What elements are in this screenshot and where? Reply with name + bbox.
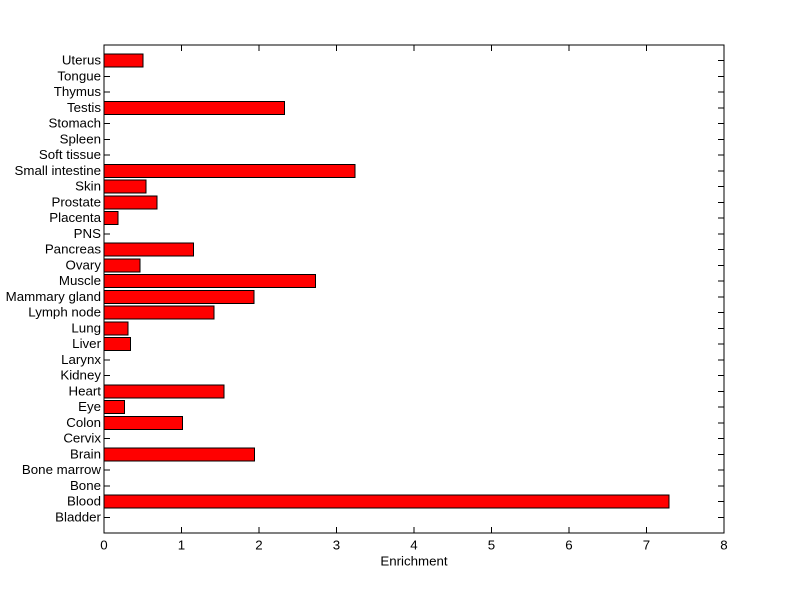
svg-text:Prostate: Prostate (51, 194, 101, 209)
svg-text:Small intestine: Small intestine (15, 163, 101, 178)
svg-text:Kidney: Kidney (60, 368, 101, 383)
svg-text:Heart: Heart (68, 383, 101, 398)
svg-text:Larynx: Larynx (61, 352, 101, 367)
svg-text:Soft tissue: Soft tissue (39, 147, 101, 162)
svg-text:7: 7 (643, 538, 650, 553)
svg-text:Ovary: Ovary (66, 257, 102, 272)
svg-text:6: 6 (565, 538, 572, 553)
svg-text:Mammary gland: Mammary gland (6, 289, 101, 304)
svg-text:Bone: Bone (70, 478, 101, 493)
svg-text:Tongue: Tongue (57, 68, 101, 83)
svg-text:0: 0 (100, 538, 107, 553)
svg-text:Blood: Blood (67, 494, 101, 509)
svg-text:Liver: Liver (72, 336, 101, 351)
svg-text:5: 5 (488, 538, 495, 553)
svg-text:Colon: Colon (66, 415, 101, 430)
svg-text:Brain: Brain (70, 446, 101, 461)
svg-text:Lymph node: Lymph node (28, 305, 101, 320)
svg-text:Spleen: Spleen (60, 131, 101, 146)
svg-text:Enrichment: Enrichment (380, 554, 448, 569)
svg-text:Placenta: Placenta (49, 210, 101, 225)
svg-text:Testis: Testis (67, 100, 101, 115)
svg-text:PNS: PNS (74, 226, 101, 241)
svg-text:3: 3 (333, 538, 340, 553)
svg-text:Eye: Eye (78, 399, 101, 414)
svg-text:2: 2 (255, 538, 262, 553)
svg-text:Lung: Lung (71, 320, 101, 335)
svg-text:8: 8 (720, 538, 727, 553)
svg-text:Cervix: Cervix (63, 431, 101, 446)
svg-text:Skin: Skin (75, 179, 101, 194)
svg-text:4: 4 (410, 538, 417, 553)
svg-text:Bladder: Bladder (55, 509, 101, 524)
svg-text:1: 1 (178, 538, 185, 553)
svg-text:Thymus: Thymus (54, 84, 102, 99)
svg-text:Stomach: Stomach (49, 116, 101, 131)
svg-text:Bone marrow: Bone marrow (22, 462, 101, 477)
svg-text:Pancreas: Pancreas (45, 242, 102, 257)
svg-text:Muscle: Muscle (59, 273, 101, 288)
svg-text:Uterus: Uterus (62, 53, 102, 68)
